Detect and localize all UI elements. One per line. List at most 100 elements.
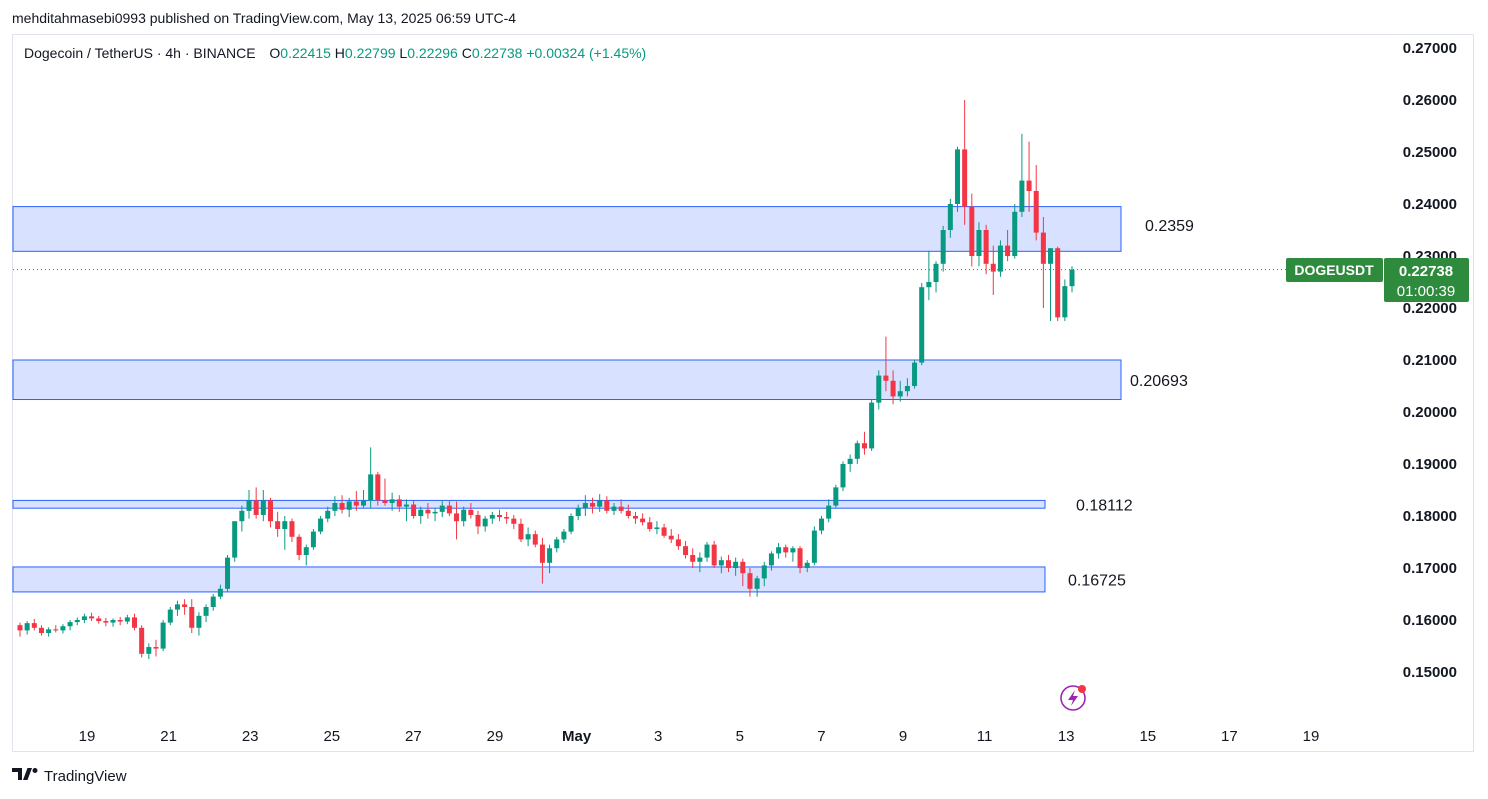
candle-body [797, 548, 803, 568]
y-tick-label: 0.19000 [1403, 456, 1457, 473]
candle-body [575, 508, 581, 516]
zone-box[interactable] [12, 566, 1046, 593]
candle-body [189, 607, 195, 628]
candle-body [547, 548, 553, 563]
candle-body [876, 375, 882, 403]
candle-body [1055, 248, 1061, 318]
candle-body [883, 375, 889, 381]
candle-body [718, 560, 724, 566]
price-axis: 0.270000.260000.250000.240000.230000.220… [1403, 40, 1457, 681]
candle-body [446, 505, 452, 514]
candle-body [804, 562, 810, 568]
candle-body [962, 149, 968, 207]
candle-body [46, 629, 52, 633]
y-tick-label: 0.16000 [1403, 612, 1457, 629]
candle-body [439, 505, 445, 512]
candle-body [840, 464, 846, 488]
candle-body [318, 518, 324, 532]
candle-body [990, 263, 996, 272]
lightning-icon[interactable] [1060, 685, 1086, 711]
x-tick-label: 7 [817, 728, 825, 745]
x-tick-label: 25 [323, 728, 340, 745]
candle-body [740, 561, 746, 574]
y-tick-label: 0.15000 [1403, 664, 1457, 681]
x-tick-label: 9 [899, 728, 907, 745]
symbol-legend: Dogecoin / TetherUS · 4h · BINANCE O 0.22… [24, 45, 646, 61]
candle-body [761, 565, 767, 579]
candle-body [919, 287, 925, 363]
footer-brand[interactable]: TradingView [44, 768, 127, 785]
candle-body [1048, 248, 1054, 264]
candle-body [332, 503, 338, 511]
candle-body [303, 547, 309, 555]
candle-body [940, 230, 946, 264]
close-label: C [461, 45, 472, 61]
candle-body [418, 509, 424, 516]
high-value: 0.22799 [344, 45, 396, 61]
candle-body [246, 500, 252, 511]
candle-body [1062, 286, 1068, 318]
candle-body [661, 527, 667, 536]
candle-body [611, 506, 617, 511]
zone-box[interactable] [12, 499, 1046, 509]
candle-body [267, 500, 273, 522]
y-tick-label: 0.25000 [1403, 144, 1457, 161]
candle-body [31, 623, 37, 628]
candle-body [897, 391, 903, 397]
x-tick-label: 23 [242, 728, 259, 745]
y-tick-label: 0.26000 [1403, 92, 1457, 109]
candle-body [790, 548, 796, 553]
candle-body [482, 518, 488, 527]
candle-body [289, 521, 295, 537]
candle-body [776, 547, 782, 554]
candle-body [532, 534, 538, 545]
open-label: O [269, 45, 281, 61]
candle-body [454, 513, 460, 522]
candle-body [253, 500, 259, 515]
low-label: L [399, 45, 408, 61]
candle-body [74, 620, 80, 623]
candle-body [554, 539, 560, 549]
y-tick-label: 0.17000 [1403, 560, 1457, 577]
candle-body [160, 622, 166, 649]
candlestick-chart[interactable]: 0.270000.260000.250000.240000.230000.220… [0, 0, 1488, 760]
candle-body [890, 380, 896, 397]
candle-body [747, 573, 753, 589]
candle-body [861, 443, 867, 449]
candle-body [625, 510, 631, 516]
y-tick-label: 0.21000 [1403, 352, 1457, 369]
zone-label: 0.18112 [1076, 497, 1133, 514]
candle-body [225, 557, 231, 589]
y-tick-label: 0.27000 [1403, 40, 1457, 57]
candle-body [53, 629, 59, 631]
candle-body [1012, 211, 1018, 256]
candle-body [1005, 245, 1011, 256]
zone-box[interactable] [12, 206, 1122, 252]
candle-body [139, 627, 145, 654]
candle-body [203, 607, 209, 616]
candle-body [847, 458, 853, 464]
x-tick-label: 3 [654, 728, 662, 745]
candle-body [475, 514, 481, 527]
candle-body [904, 386, 910, 392]
candle-body [275, 521, 281, 529]
candle-body [1040, 232, 1046, 264]
tradingview-logo-icon[interactable] [12, 767, 38, 786]
candle-body [24, 623, 30, 631]
zone-box[interactable] [12, 359, 1122, 401]
symbol-title[interactable]: Dogecoin / TetherUS · 4h · BINANCE [24, 45, 256, 61]
candle-body [561, 531, 567, 540]
candle-body [604, 500, 610, 511]
candle-body [711, 544, 717, 566]
candle-body [260, 500, 266, 515]
candle-body [704, 544, 710, 558]
candle-body [597, 500, 603, 507]
y-tick-label: 0.24000 [1403, 196, 1457, 213]
x-tick-label: 21 [160, 728, 177, 745]
candle-body [167, 609, 173, 623]
candle-body [67, 622, 73, 627]
candle-body [590, 503, 596, 507]
candle-body [568, 516, 574, 532]
candle-body [89, 616, 95, 619]
high-label: H [334, 45, 345, 61]
